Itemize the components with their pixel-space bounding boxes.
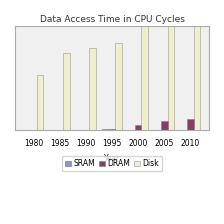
Bar (109, 129, 115, 130)
Bar (63, 53, 69, 130)
Bar (194, 0, 200, 130)
Bar (141, 21, 148, 130)
Bar (135, 125, 141, 130)
Bar (115, 43, 122, 130)
Bar (37, 75, 43, 130)
Bar (187, 119, 194, 130)
Bar (89, 48, 96, 130)
Bar (168, 10, 174, 130)
Legend: SRAM, DRAM, Disk: SRAM, DRAM, Disk (62, 156, 162, 171)
X-axis label: Year: Year (104, 154, 120, 163)
Bar (161, 121, 168, 130)
Title: Data Access Time in CPU Cycles: Data Access Time in CPU Cycles (40, 15, 184, 24)
Bar (102, 129, 109, 130)
